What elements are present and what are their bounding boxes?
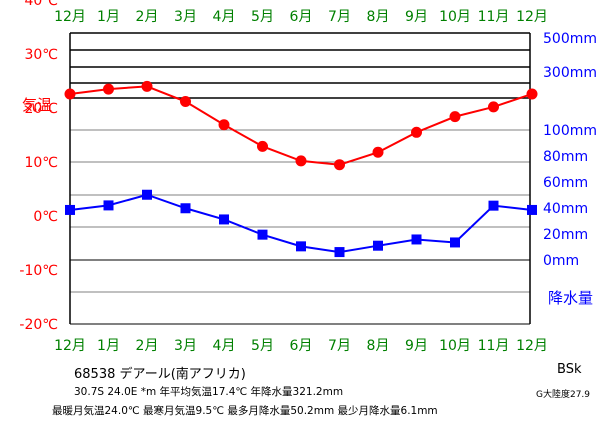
month-label-bottom: 8月 — [367, 338, 390, 354]
month-label-top: 10月 — [439, 9, 471, 25]
temperature-point — [218, 119, 230, 131]
temperature-point — [180, 96, 191, 108]
month-label-top: 1月 — [97, 9, 120, 25]
left-tick-label: 30℃ — [24, 47, 58, 63]
precipitation-point — [373, 240, 383, 251]
month-label-top: 3月 — [174, 9, 197, 25]
axes — [69, 33, 531, 325]
right-tick-label: 60mm — [543, 175, 588, 191]
temperature-point — [103, 83, 114, 95]
left-tick-label: 40℃ — [24, 0, 58, 9]
right-tick-label: 20mm — [543, 227, 588, 243]
temperature-point — [526, 88, 538, 100]
series — [64, 80, 538, 258]
temperature-point — [449, 111, 461, 123]
left-axis-title: 気温 — [22, 96, 52, 114]
month-label-top: 5月 — [251, 9, 274, 25]
climate-code: BSk — [557, 362, 582, 377]
month-label-bottom: 12月 — [516, 338, 548, 354]
month-label-bottom: 2月 — [136, 338, 159, 354]
temperature-point — [334, 159, 345, 171]
month-label-top: 7月 — [328, 9, 351, 25]
precipitation-point — [142, 189, 152, 200]
month-label-top: 6月 — [290, 9, 313, 25]
temperature-point — [411, 126, 422, 138]
station-name: 68538 デアール(南アフリカ) — [74, 367, 246, 382]
month-label-top: 8月 — [367, 9, 390, 25]
axis-labels: 12月 12月 1月 1月 2月 2月 3月 3月 4月 4月 5月 5月 6月 6月 7月 7月 8月 8月 9月… — [19, 0, 597, 354]
precipitation-point — [527, 204, 537, 215]
right-tick-label: 40mm — [543, 201, 588, 217]
month-label-bottom: 9月 — [405, 338, 428, 354]
precipitation-point — [488, 200, 499, 211]
precipitation-point — [180, 203, 191, 214]
month-label-top: 11月 — [478, 9, 510, 25]
temperature-point — [257, 140, 268, 152]
month-label-bottom: 4月 — [213, 338, 236, 354]
month-label-top: 12月 — [54, 9, 86, 25]
month-label-bottom: 3月 — [174, 338, 197, 354]
right-axis-title: 降水量 — [548, 289, 593, 307]
precipitation-point — [103, 200, 114, 211]
month-label-bottom: 11月 — [478, 338, 510, 354]
month-label-top: 2月 — [136, 9, 159, 25]
precipitation-point — [411, 234, 422, 245]
month-label-top: 9月 — [405, 9, 428, 25]
month-label-bottom: 7月 — [328, 338, 351, 354]
left-tick-label: -10℃ — [19, 263, 58, 279]
month-label-bottom: 10月 — [439, 338, 471, 354]
precipitation-point — [334, 247, 345, 258]
station-extremes: 最暖月気温24.0℃ 最寒月気温9.5℃ 最多月降水量50.2mm 最少月降水量… — [52, 405, 438, 417]
temperature-point — [64, 88, 76, 100]
month-label-bottom: 5月 — [251, 338, 274, 354]
temperature-point — [141, 80, 153, 92]
precipitation-point — [296, 241, 306, 252]
month-label-bottom: 12月 — [54, 338, 86, 354]
precipitation-point — [65, 204, 75, 215]
month-label-top: 12月 — [516, 9, 548, 25]
left-tick-label: 0℃ — [33, 209, 58, 225]
precipitation-point — [257, 229, 268, 240]
continentality-index: G大陸度27.9 — [536, 390, 591, 400]
right-tick-label: 100mm — [543, 123, 597, 139]
right-tick-label-compressed: 300mm — [543, 65, 597, 81]
station-coordinates: 30.7S 24.0E *m 年平均気温17.4℃ 年降水量321.2mm — [74, 386, 344, 398]
temperature-point — [295, 155, 307, 167]
left-tick-label: 20℃ — [24, 101, 58, 117]
right-tick-label-compressed: 500mm — [543, 31, 597, 47]
left-tick-label: -20℃ — [19, 317, 58, 333]
month-label-top: 4月 — [213, 9, 236, 25]
right-tick-label: 80mm — [543, 149, 588, 165]
precipitation-point — [219, 214, 229, 225]
temperature-point — [372, 146, 384, 158]
precipitation-point — [450, 237, 460, 248]
month-label-bottom: 1月 — [97, 338, 120, 354]
left-tick-label: 10℃ — [24, 155, 58, 171]
temperature-point — [488, 101, 499, 113]
right-tick-label: 0mm — [543, 253, 579, 269]
month-label-bottom: 6月 — [290, 338, 313, 354]
